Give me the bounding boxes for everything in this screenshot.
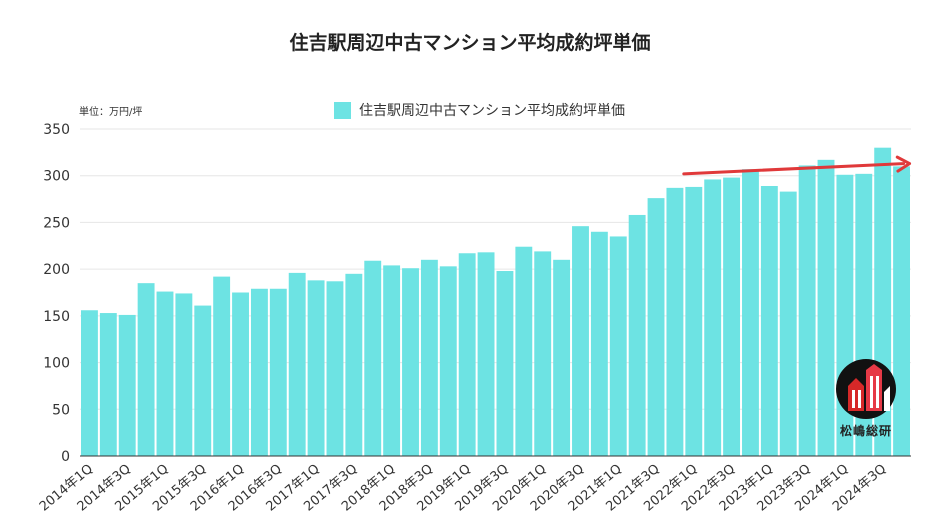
bar xyxy=(647,198,665,456)
bar xyxy=(326,281,344,456)
y-tick-label: 50 xyxy=(52,402,70,418)
bar xyxy=(194,305,212,456)
bar xyxy=(269,288,287,456)
bar xyxy=(496,271,514,456)
bar xyxy=(760,185,778,456)
bar xyxy=(345,273,363,456)
bar xyxy=(553,259,571,456)
bar xyxy=(723,177,741,456)
trend-arrow-head xyxy=(895,155,912,173)
legend: 住吉駅周辺中古マンション平均成約坪単価 xyxy=(334,100,625,120)
bar xyxy=(137,283,155,456)
bar xyxy=(572,226,589,456)
bar xyxy=(590,231,608,456)
logo-text: 松嶋総研 xyxy=(839,424,892,438)
bar xyxy=(420,259,438,456)
bar xyxy=(250,288,268,456)
bar xyxy=(628,214,646,456)
bar xyxy=(118,314,136,456)
bar xyxy=(685,186,703,456)
bar xyxy=(515,246,533,456)
x-axis-ticks: 2014年1Q2014年3Q2015年1Q2015年3Q2016年1Q2016年… xyxy=(37,462,889,515)
bar xyxy=(383,265,401,456)
bar xyxy=(402,268,419,456)
bar xyxy=(704,179,722,457)
y-tick-label: 250 xyxy=(43,215,70,231)
bar xyxy=(99,313,117,456)
unit-label: 単位：万円/坪 xyxy=(79,107,143,118)
bar xyxy=(156,291,174,456)
bar xyxy=(307,280,325,456)
trend-arrow-line xyxy=(682,162,906,176)
bar xyxy=(288,272,306,456)
bar xyxy=(798,165,816,457)
bar xyxy=(817,159,835,456)
bar xyxy=(175,293,193,456)
building-logo-icon: 松嶋総研 xyxy=(826,356,906,442)
y-tick-label: 350 xyxy=(43,122,70,138)
bar xyxy=(534,251,552,456)
bar xyxy=(213,276,231,456)
bar xyxy=(458,253,476,456)
y-tick-label: 150 xyxy=(43,309,70,325)
bar xyxy=(742,169,759,456)
y-tick-label: 100 xyxy=(43,356,70,372)
bar xyxy=(779,191,797,456)
legend-label: 住吉駅周辺中古マンション平均成約坪単価 xyxy=(359,103,625,119)
y-tick-label: 200 xyxy=(43,262,70,278)
bar xyxy=(439,266,457,456)
legend-swatch xyxy=(334,101,351,119)
bar xyxy=(609,236,627,456)
y-tick-label: 300 xyxy=(43,169,70,185)
bar xyxy=(477,252,495,456)
bar xyxy=(81,310,98,456)
trend-arrow-layer xyxy=(682,155,912,176)
y-axis-ticks: 0 50 100 150 200 250 300 350 xyxy=(43,122,70,465)
y-tick-label: 0 xyxy=(61,449,70,465)
bar xyxy=(364,260,382,456)
bar xyxy=(232,292,249,456)
chart-title: 住吉駅周辺中古マンション平均成約坪単価 xyxy=(289,32,651,54)
bar xyxy=(893,166,910,456)
bar xyxy=(666,187,684,457)
